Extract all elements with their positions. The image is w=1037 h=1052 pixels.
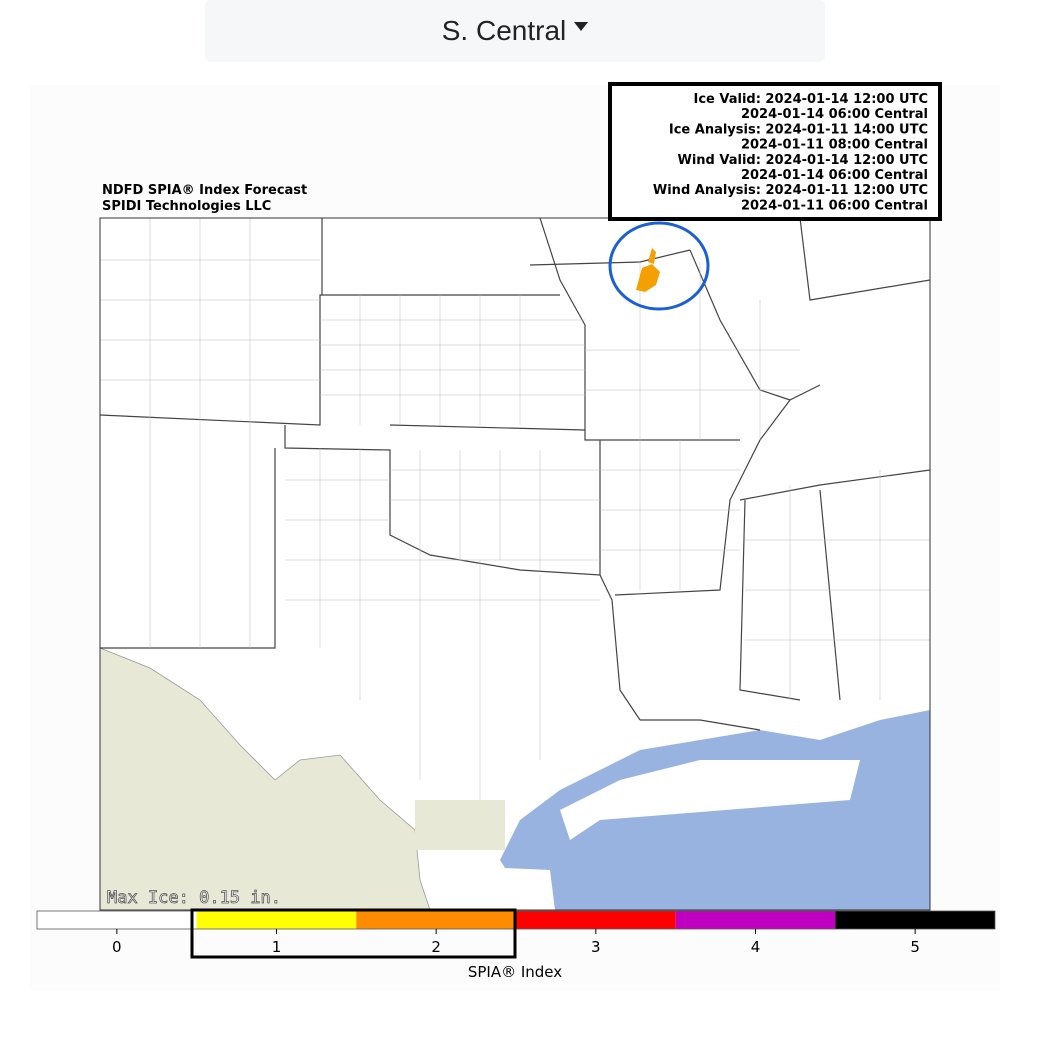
colorbar-tick-label: 3 — [591, 938, 601, 956]
colorbar-segment — [196, 911, 357, 929]
colorbar-tick-label: 5 — [910, 938, 920, 956]
colorbar-segment — [37, 911, 197, 929]
colorbar-tick-label: 1 — [272, 938, 282, 956]
info-line: Ice Analysis: 2024-01-11 14:00 UTC — [669, 122, 928, 137]
caret — [574, 21, 589, 31]
colorbar-segment — [516, 911, 676, 929]
max-ice: Max Ice: 0.15 in. — [107, 888, 281, 908]
colorbar-tick-label: 4 — [751, 938, 761, 956]
info-line: 2024-01-14 06:00 Central — [741, 107, 928, 122]
no-data-zone — [560, 760, 860, 840]
info-line: Wind Valid: 2024-01-14 12:00 UTC — [678, 153, 929, 168]
dropdown-label: S. Central — [441, 15, 567, 46]
county-lines — [100, 218, 930, 800]
highlight-box — [190, 908, 517, 959]
state-lines — [99, 217, 931, 731]
colorbar-segment — [835, 911, 995, 929]
ice-area — [636, 264, 660, 292]
colorbar-tick-label: 2 — [431, 938, 441, 956]
highlight-circle — [608, 221, 710, 311]
map-subtitle: SPIDI Technologies LLC — [102, 199, 271, 214]
info-box — [608, 82, 942, 221]
info-line: Ice Valid: 2024-01-14 12:00 UTC — [693, 92, 928, 107]
colorbar-label: SPIA® Index — [468, 963, 562, 981]
info-line: 2024-01-11 06:00 Central — [741, 198, 928, 213]
info-line: Wind Analysis: 2024-01-11 12:00 UTC — [653, 183, 928, 198]
colorbar-segment — [675, 911, 836, 929]
info-line: 2024-01-14 06:00 Central — [741, 168, 928, 183]
ice-area — [648, 248, 656, 264]
region-dropdown[interactable]: S. Central — [205, 0, 825, 62]
map-title: NDFD SPIA® Index Forecast — [102, 183, 307, 198]
colorbar-tick-label: 0 — [112, 938, 122, 956]
colorbar-segment — [356, 911, 516, 929]
texas-shade — [415, 800, 505, 850]
info-line: 2024-01-11 08:00 Central — [741, 138, 928, 153]
